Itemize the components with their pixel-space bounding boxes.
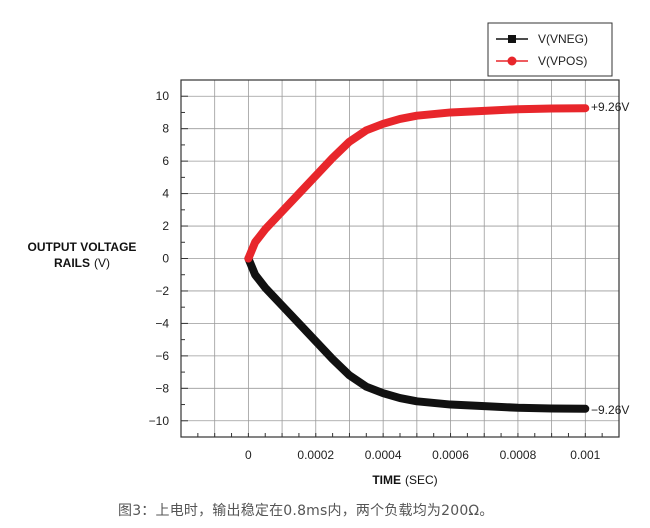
y-axis-title-text: RAILS <box>54 256 90 270</box>
series-vneg-line <box>244 254 590 413</box>
legend-box <box>487 22 613 77</box>
x-tick-label: 0.0004 <box>365 448 402 462</box>
y-tick-label: −8 <box>155 381 169 395</box>
vpos-end-label: +9.26V <box>591 100 629 114</box>
legend: V(VNEG) V(VPOS) <box>487 22 613 77</box>
y-tick-label: −4 <box>155 316 169 330</box>
y-tick-label: 4 <box>162 187 169 201</box>
x-tick-label: 0.0006 <box>432 448 469 462</box>
x-tick-label: 0.0002 <box>297 448 334 462</box>
y-tick-label: −2 <box>155 284 169 298</box>
x-tick-label: 0 <box>245 448 252 462</box>
y-tick-label: −10 <box>149 414 170 428</box>
legend-vpos-label: V(VPOS) <box>538 54 587 68</box>
y-tick-label: −6 <box>155 349 169 363</box>
y-tick-label: 6 <box>162 154 169 168</box>
y-tick-label: 2 <box>162 219 169 233</box>
y-tick-label: 10 <box>156 89 170 103</box>
legend-vpos-circle-marker <box>507 56 517 66</box>
legend-vneg-label: V(VNEG) <box>538 32 588 46</box>
x-tick-label: 0.001 <box>570 448 600 462</box>
series-vpos-line <box>244 104 590 263</box>
vneg-end-label: −9.26V <box>591 403 629 417</box>
y-tick-label: 8 <box>162 122 169 136</box>
x-axis-title-text: TIME <box>372 473 401 487</box>
axis-ticks: 10 8 6 4 2 0 −2 −4 −6 −8 −10 0 0.0002 0.0004 0.0006 0.0… <box>149 89 603 462</box>
x-tick-label: 0.0008 <box>500 448 537 462</box>
series-layer <box>244 104 590 413</box>
grid <box>181 80 619 437</box>
y-axis-unit: (V) <box>94 256 110 270</box>
y-axis-title-line1: OUTPUT VOLTAGE <box>28 240 137 254</box>
legend-vneg-square-marker <box>508 35 516 43</box>
y-axis-title-line2: RAILS (V) <box>54 256 110 270</box>
figure-caption: 图3：上电时，输出稳定在0.8ms内，两个负载均为200Ω。 <box>118 503 494 519</box>
x-axis-title: TIME (SEC) <box>372 473 437 487</box>
y-tick-label: 0 <box>162 252 169 266</box>
x-axis-unit: (SEC) <box>405 473 438 487</box>
